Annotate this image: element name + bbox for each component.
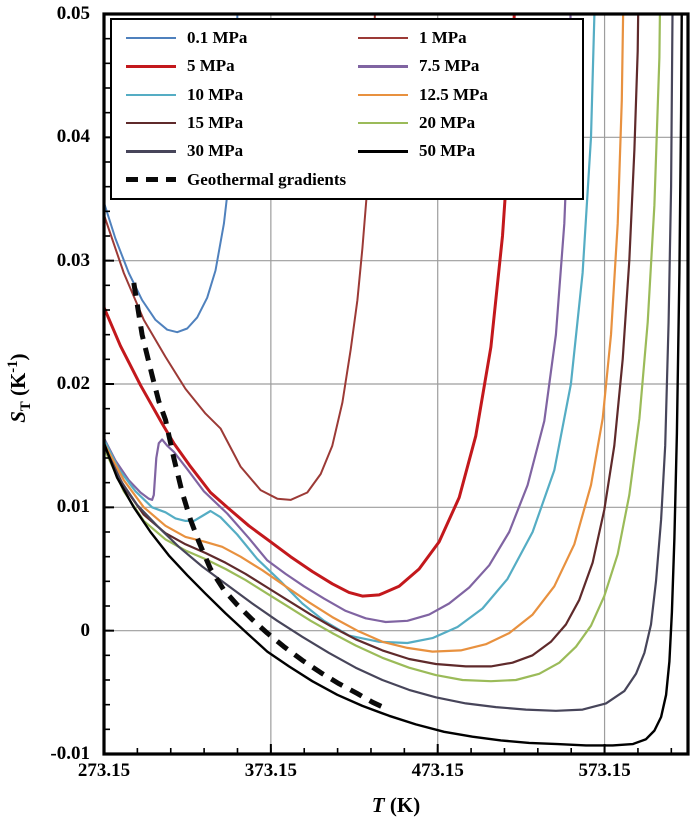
legend-item-15-mpa: 15 MPa — [126, 109, 358, 137]
legend-line-swatch — [126, 121, 176, 125]
legend-line-swatch — [358, 65, 408, 68]
x-title-unit: (K) — [384, 793, 421, 817]
legend-item-10-mpa: 10 MPa — [126, 81, 358, 109]
legend-label: 30 MPa — [187, 141, 244, 161]
y-tick-label: 0.01 — [56, 496, 90, 518]
legend-item-50-mpa: 50 MPa — [358, 137, 576, 165]
y-title-unit-close: ) — [5, 353, 30, 361]
legend-item-geothermal-gradients: Geothermal gradients — [126, 166, 358, 194]
y-tick-label: 0.02 — [56, 373, 90, 394]
legend-label: 0.1 MPa — [187, 28, 248, 48]
legend-item-0.1-mpa: 0.1 MPa — [126, 24, 358, 52]
x-title-symbol: T — [371, 793, 385, 817]
legend-label: Geothermal gradients — [187, 169, 347, 189]
y-tick-label: 0.05 — [56, 3, 90, 24]
legend-line-swatch — [126, 93, 176, 97]
x-axis-title: T (K) — [336, 793, 456, 818]
legend: 0.1 MPa 5 MPa 10 MPa 15 MPa 30 MPa Geoth… — [110, 18, 584, 200]
legend-label: 1 MPa — [419, 28, 467, 48]
legend-item-12.5-mpa: 12.5 MPa — [358, 81, 576, 109]
legend-item-7.5-mpa: 7.5 MPa — [358, 52, 576, 80]
legend-dashed-swatch — [126, 177, 176, 183]
legend-line-swatch — [358, 150, 408, 153]
legend-item-1-mpa: 1 MPa — [358, 24, 576, 52]
legend-item-5-mpa: 5 MPa — [126, 52, 358, 80]
legend-label: 20 MPa — [419, 113, 476, 133]
y-tick-label: 0 — [80, 619, 91, 641]
x-tick-label: 273.15 — [77, 760, 131, 781]
y-title-unit-open: (K — [5, 372, 30, 402]
legend-label: 7.5 MPa — [419, 56, 480, 76]
x-tick-label: 473.15 — [411, 760, 464, 781]
legend-label: 12.5 MPa — [419, 84, 488, 104]
legend-line-swatch — [358, 36, 408, 40]
y-axis-title: ST (K-1) — [5, 323, 35, 453]
y-title-symbol: S — [5, 411, 30, 423]
legend-line-swatch — [126, 64, 176, 68]
legend-item-20-mpa: 20 MPa — [358, 109, 576, 137]
legend-label: 15 MPa — [187, 113, 244, 133]
legend-label: 50 MPa — [419, 141, 476, 161]
legend-line-swatch — [358, 121, 408, 125]
legend-label: 10 MPa — [187, 84, 244, 104]
legend-item-30-mpa: 30 MPa — [126, 137, 358, 165]
legend-line-swatch — [358, 93, 408, 97]
y-tick-label: 0.04 — [56, 126, 90, 148]
y-tick-label: -0.01 — [50, 743, 90, 764]
legend-line-swatch — [126, 36, 176, 40]
y-title-superscript: -1 — [4, 360, 21, 373]
legend-label: 5 MPa — [187, 56, 235, 76]
x-tick-label: 373.15 — [244, 760, 297, 781]
x-tick-label: 573.15 — [578, 760, 631, 781]
y-tick-label: 0.03 — [56, 249, 90, 271]
y-title-subscript: T — [18, 401, 35, 412]
legend-line-swatch — [126, 150, 176, 153]
